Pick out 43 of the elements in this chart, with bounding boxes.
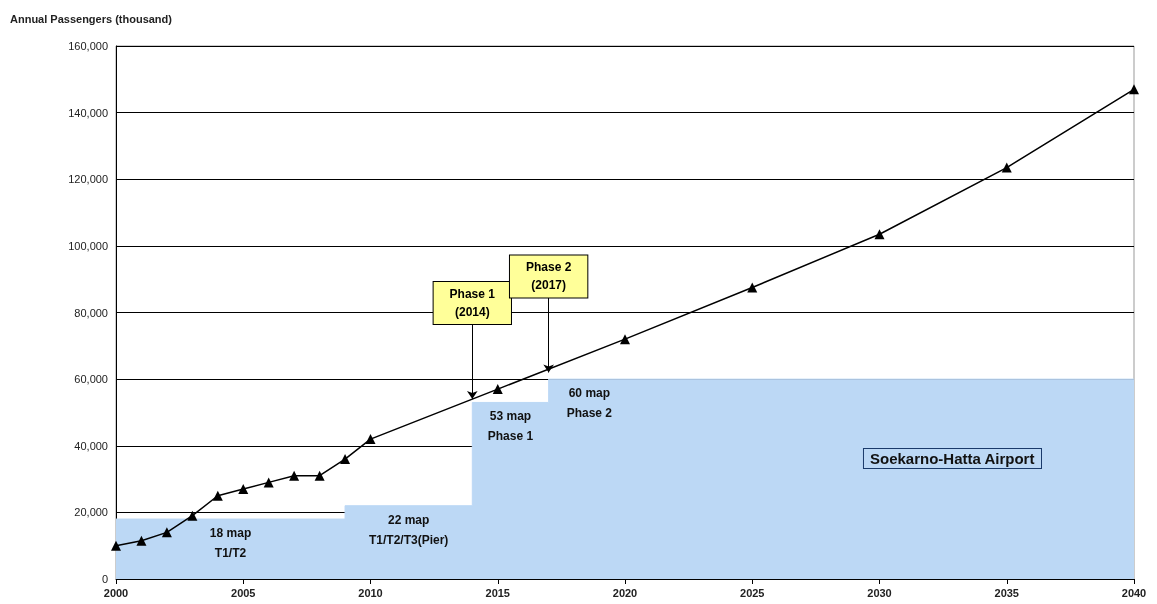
y-tick-label: 100,000 [68,239,108,252]
y-tick-label: 120,000 [68,173,108,186]
annotation: 60 map Phase 2 [566,386,613,421]
point [289,470,300,481]
point [238,484,249,495]
x-tick-label: 2020 [612,586,638,599]
point [263,477,274,488]
point [161,527,172,538]
point [314,470,325,481]
x-tick-label: 2035 [994,586,1019,599]
annotation: 22 map T1/T2/T3(Pier) [369,512,449,547]
annotation: 18 map T1/T2 [209,526,252,561]
x-tick-label: 2010 [358,586,383,599]
y-tick-label: 60,000 [74,373,108,386]
annotation: Phase 2 (2017) [525,260,572,293]
y-tick-label: 140,000 [68,106,108,119]
point [1001,162,1012,173]
y-tick-label: 0 [101,573,108,585]
y-tick-label: 20,000 [74,506,108,519]
annotation: Phase 1 (2014) [449,287,496,320]
x-tick-label: 2005 [231,586,256,599]
x-tick-label: 2030 [867,586,892,599]
point [136,535,147,546]
point [620,334,630,345]
annotation: Soekarno-Hatta Airport [869,450,1035,467]
annotation: 53 map Phase 1 [487,409,534,444]
y-axis-title: Annual Passengers (thousand) [10,12,173,25]
point [365,434,376,445]
point [187,510,198,521]
point [492,384,503,395]
y-tick-label: 160,000 [68,40,108,52]
point [747,282,758,293]
y-tick-label: 40,000 [74,439,108,452]
x-tick-label: 2025 [740,586,765,599]
x-tick-label: 2015 [485,586,510,599]
y-tick-label: 80,000 [74,306,108,319]
point [1129,84,1139,95]
x-tick-label: 2000 [103,586,129,599]
point [212,490,223,501]
point [874,229,885,240]
point [111,540,121,551]
point [340,454,351,465]
x-tick-label: 2040 [1121,586,1147,599]
